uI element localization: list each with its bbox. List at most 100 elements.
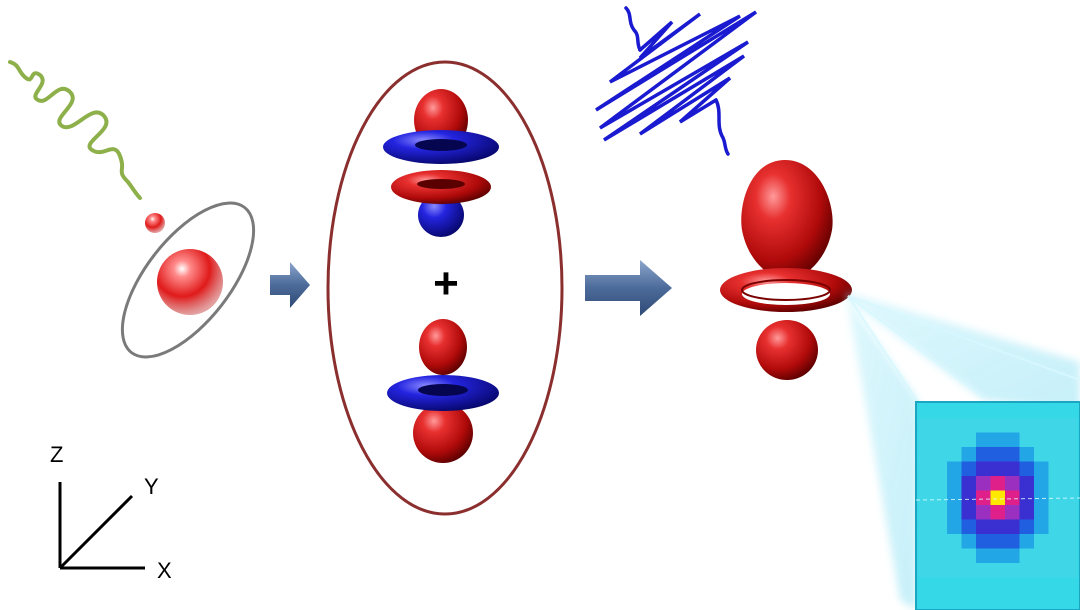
detector-pixel xyxy=(1005,534,1020,549)
detector-pixel xyxy=(918,432,933,447)
detector-pixel xyxy=(1034,461,1049,476)
blue-laser-pulse xyxy=(595,6,758,156)
detector-pixel xyxy=(918,447,933,462)
detector-pixel xyxy=(990,418,1005,433)
detector-pixel xyxy=(1034,563,1049,578)
detector-pixel xyxy=(1063,563,1078,578)
detector-pixel xyxy=(1019,418,1034,433)
detector-pixel xyxy=(976,461,991,476)
detector-pixel xyxy=(990,461,1005,476)
detector-pixel xyxy=(1019,563,1034,578)
detector-pixel xyxy=(1034,476,1049,491)
green-laser-pulse xyxy=(8,60,142,200)
detector-pixel xyxy=(932,476,947,491)
detector-pixel xyxy=(961,447,976,462)
detector-pixel xyxy=(990,548,1005,563)
detector-pixel xyxy=(976,563,991,578)
detector-pixel xyxy=(1034,505,1049,520)
detector-pixel xyxy=(947,461,962,476)
detector-pixel xyxy=(1063,505,1078,520)
detector-pixel xyxy=(947,490,962,505)
detector-pixel xyxy=(918,476,933,491)
detector-pixel xyxy=(1048,461,1063,476)
detector-pixel xyxy=(961,548,976,563)
superposition-ellipse xyxy=(326,60,564,516)
detector-pixel xyxy=(918,418,933,433)
detector-pixel xyxy=(976,447,991,462)
detector-pixel xyxy=(932,534,947,549)
detector-pixel xyxy=(990,476,1005,491)
detector-pixel xyxy=(1019,519,1034,534)
detector-pixel xyxy=(961,432,976,447)
detector-pixel xyxy=(990,519,1005,534)
detector-pixel xyxy=(1034,534,1049,549)
detector-pixel xyxy=(932,418,947,433)
detector-pixel xyxy=(947,519,962,534)
detector-pixel xyxy=(932,432,947,447)
resulting-orbital xyxy=(720,160,852,380)
detector-pixel xyxy=(961,490,976,505)
detector-pixel xyxy=(1048,519,1063,534)
detector-pixel xyxy=(947,447,962,462)
detector-pixel xyxy=(918,548,933,563)
detector-pixel xyxy=(1019,432,1034,447)
detector-pixel xyxy=(1034,490,1049,505)
y-axis-label: Y xyxy=(144,474,159,499)
orbital-upper xyxy=(383,89,499,237)
detector-pixel xyxy=(1063,548,1078,563)
detector-pixel xyxy=(1063,534,1078,549)
detector-pixel xyxy=(1048,432,1063,447)
coordinate-axes: Z Y X xyxy=(50,442,172,583)
detector-pixel xyxy=(1063,418,1078,433)
atom-icon xyxy=(120,201,256,359)
detector-pixel xyxy=(1034,519,1049,534)
detector-pixel xyxy=(947,432,962,447)
detector-pixel xyxy=(990,447,1005,462)
detector-pixel xyxy=(990,432,1005,447)
detector-pixel xyxy=(932,461,947,476)
detector-pixel xyxy=(1048,505,1063,520)
detector-pixel xyxy=(1048,490,1063,505)
detector-pixel xyxy=(1005,461,1020,476)
plus-operator: + xyxy=(433,259,459,308)
detector-pixel xyxy=(1019,447,1034,462)
detector-pixel xyxy=(1019,548,1034,563)
detector-pixel xyxy=(976,519,991,534)
detector-pixel xyxy=(976,490,991,505)
detector-pixel xyxy=(918,461,933,476)
detector-pixel xyxy=(976,432,991,447)
detector-pixel xyxy=(1034,432,1049,447)
detector-pixel xyxy=(918,505,933,520)
detector-pixel xyxy=(1034,548,1049,563)
pixel-detector-icon xyxy=(915,401,1080,610)
emission-beams xyxy=(846,292,1080,610)
detector-pixel xyxy=(976,505,991,520)
detector-pixel xyxy=(1034,447,1049,462)
detector-pixel xyxy=(1019,490,1034,505)
arrow-right-icon xyxy=(585,260,672,316)
detector-pixel xyxy=(1019,461,1034,476)
detector-pixel xyxy=(976,418,991,433)
detector-pixel xyxy=(932,548,947,563)
detector-pixel xyxy=(1048,418,1063,433)
detector-pixel xyxy=(1019,476,1034,491)
detector-pixel xyxy=(976,476,991,491)
detector-pixel-grid xyxy=(918,418,1078,578)
z-axis-label: Z xyxy=(50,442,63,467)
detector-pixel xyxy=(932,519,947,534)
detector-pixel xyxy=(990,563,1005,578)
detector-pixel xyxy=(1034,418,1049,433)
detector-pixel xyxy=(1005,432,1020,447)
detector-pixel xyxy=(1005,505,1020,520)
detector-pixel xyxy=(976,534,991,549)
detector-pixel xyxy=(918,519,933,534)
x-axis-label: X xyxy=(157,558,172,583)
detector-pixel xyxy=(1019,505,1034,520)
detector-pixel xyxy=(1063,519,1078,534)
detector-pixel xyxy=(1063,476,1078,491)
detector-pixel xyxy=(918,534,933,549)
detector-pixel xyxy=(932,447,947,462)
detector-pixel xyxy=(947,563,962,578)
detector-pixel xyxy=(961,418,976,433)
y-axis xyxy=(58,494,134,570)
